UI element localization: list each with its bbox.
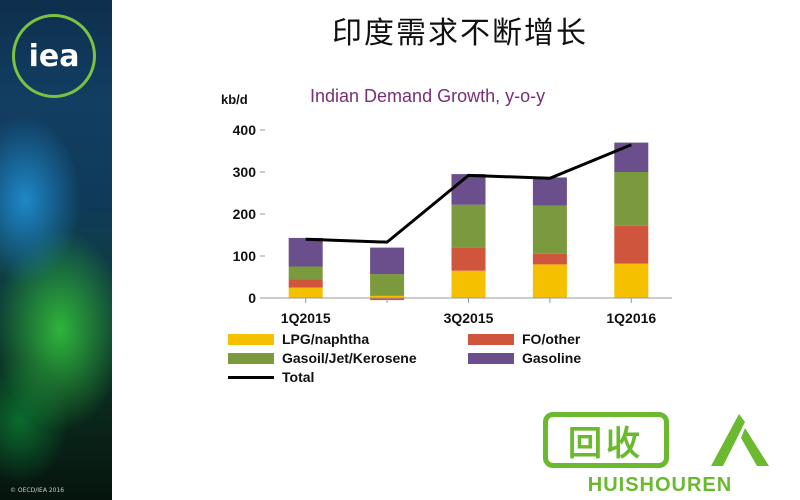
legend-label-fo: FO/other: [522, 331, 581, 347]
bar-segment: [288, 266, 323, 280]
y-axis-unit: kb/d: [221, 92, 248, 107]
legend-item-total: Total: [228, 369, 314, 385]
legend-label-lpg: LPG/naphtha: [282, 331, 370, 347]
sidebar-decoration: iea © OECD/IEA 2016: [0, 0, 112, 500]
bar-segment: [451, 247, 486, 271]
chart-title: Indian Demand Growth, y-o-y: [310, 86, 546, 106]
legend-swatch-gasoline: [468, 352, 514, 364]
watermark: 回收 HUISHOUREN: [535, 408, 795, 500]
legend-swatch-gasoil: [228, 352, 274, 364]
bar-segment: [370, 247, 405, 275]
iea-logo: iea: [12, 14, 96, 98]
bar-segment: [614, 263, 649, 298]
bar-segment: [288, 237, 323, 267]
y-tick-label: 300: [233, 164, 257, 180]
bar-segment: [451, 270, 486, 298]
bar-segment: [451, 174, 486, 205]
watermark-chars: 回收: [543, 412, 669, 468]
slide-title: 印度需求不断增长: [332, 16, 588, 51]
bar-segment: [532, 264, 567, 298]
logo-text: iea: [28, 38, 80, 74]
watermark-mark-icon: [711, 414, 769, 466]
bar-segment: [614, 225, 649, 264]
legend-label-total: Total: [282, 369, 315, 385]
legend-item-gasoil: Gasoil/Jet/Kerosene: [228, 350, 417, 366]
x-tick-label: 1Q2015: [281, 310, 331, 326]
y-tick-label: 0: [248, 290, 256, 306]
y-tick-label: 100: [233, 248, 257, 264]
watermark-text: HUISHOUREN: [587, 474, 733, 496]
x-tick-label: 3Q2015: [444, 310, 494, 326]
legend-swatch-fo: [468, 333, 514, 345]
bar-segment: [370, 274, 405, 296]
bar-segment: [532, 177, 567, 206]
x-tick-label: 1Q2016: [606, 310, 656, 326]
y-tick-label: 400: [233, 122, 257, 138]
bar-segment: [532, 253, 567, 265]
legend-item-lpg: LPG/naphtha: [228, 331, 369, 347]
copyright-text: © OECD/IEA 2016: [10, 487, 65, 494]
y-tick-label: 200: [233, 206, 257, 222]
bar-segment: [288, 287, 323, 298]
bar-segment: [288, 279, 323, 288]
legend-line-total: [228, 375, 274, 379]
bar-segment: [370, 295, 405, 298]
legend-item-gasoline: Gasoline: [468, 350, 581, 366]
total-line: [305, 143, 632, 244]
bar-segment: [532, 205, 567, 254]
legend-swatch-lpg: [228, 333, 274, 345]
legend-label-gasoline: Gasoline: [522, 350, 582, 366]
bar-segment: [451, 204, 486, 248]
legend-label-gasoil: Gasoil/Jet/Kerosene: [282, 350, 417, 366]
bar-segment: [614, 142, 649, 172]
legend-item-fo: FO/other: [468, 331, 580, 347]
bar-segment: [614, 172, 649, 226]
